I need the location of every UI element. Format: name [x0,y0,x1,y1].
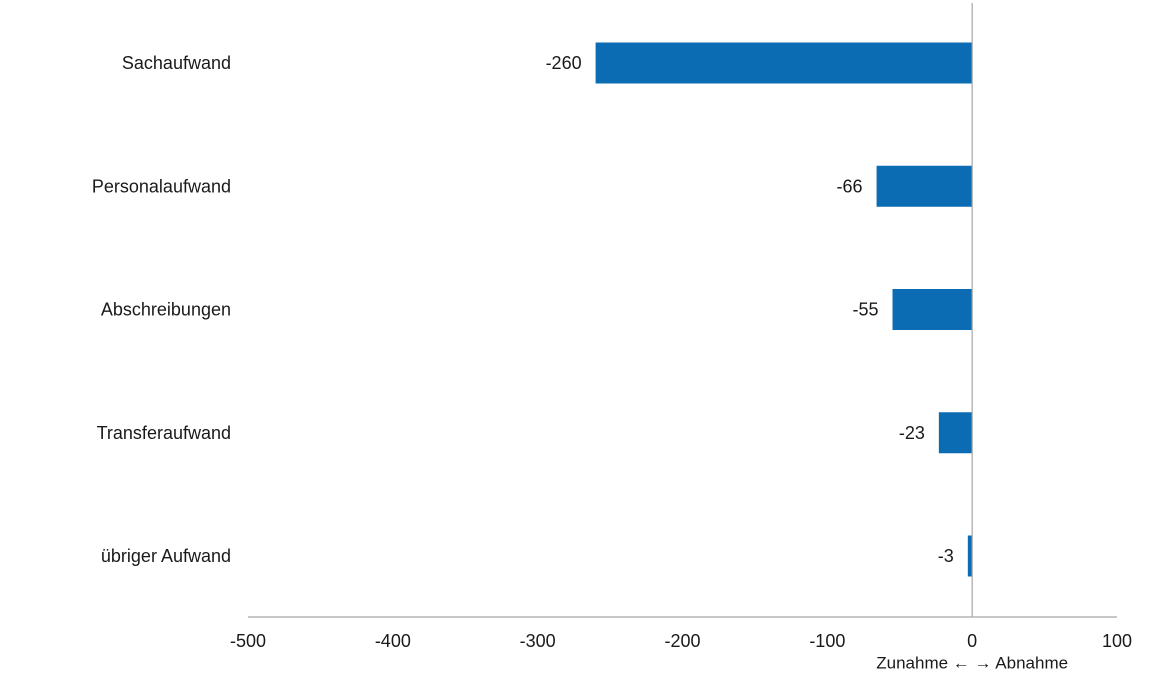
x-tick-labels-group: -500 -400 -300 -200 -100 0 100 [230,631,1132,651]
x-tick-label: 0 [967,631,977,651]
category-label: Abschreibungen [101,300,231,320]
bar-0 [595,42,973,84]
bar-2 [892,289,973,330]
x-tick-label: 100 [1102,631,1132,651]
bar-1 [876,165,973,207]
category-label: Personalaufwand [92,176,231,196]
x-tick-label: -500 [230,631,266,651]
value-label: -55 [852,300,878,320]
bar-4 [967,535,973,577]
x-tick-label: -300 [520,631,556,651]
value-labels-group: -260 -66 -55 -23 -3 [546,53,954,566]
x-tick-label: -200 [664,631,700,651]
category-label: Transferaufwand [97,423,231,443]
value-label: -23 [899,423,925,443]
bar-3 [938,412,973,454]
value-label: -260 [546,53,582,73]
category-label: übriger Aufwand [101,546,231,566]
x-tick-label: -100 [809,631,845,651]
bars-group [595,42,973,577]
value-label: -66 [837,176,863,196]
x-axis-label: Zunahme ← → Abnahme [876,654,1068,673]
category-labels-group: Sachaufwand Personalaufwand Abschreibungen… [92,53,231,566]
category-label: Sachaufwand [122,53,231,73]
value-label: -3 [938,546,954,566]
x-tick-label: -400 [375,631,411,651]
